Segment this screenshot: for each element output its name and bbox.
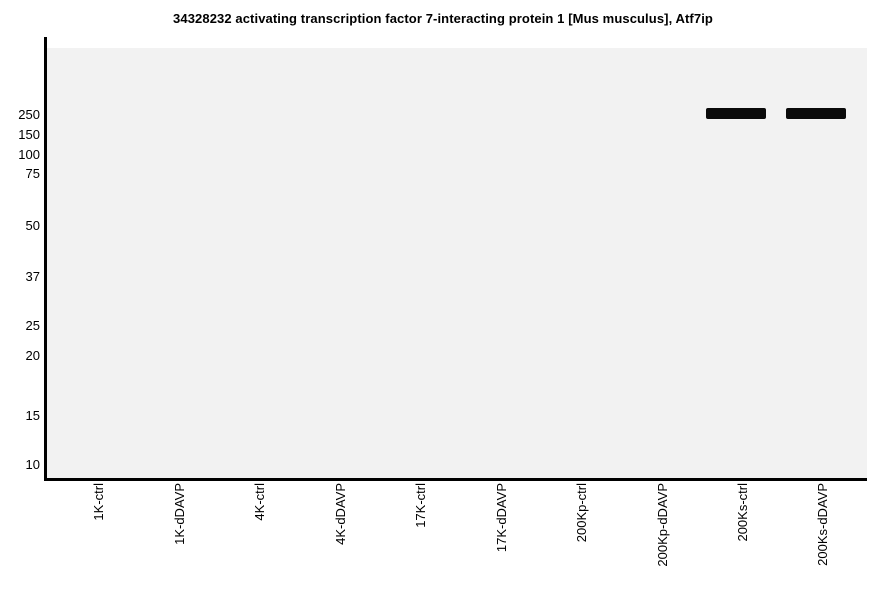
y-tick-label-250: 250 [18, 107, 40, 122]
x-tick-label-4K-ctrl: 4K-ctrl [251, 483, 267, 521]
y-tick-label-37: 37 [25, 269, 40, 284]
x-tick-label-1K-dDAVP: 1K-dDAVP [171, 483, 187, 545]
y-tick-label-100: 100 [18, 147, 40, 162]
x-axis-line [44, 478, 867, 481]
x-tick-label-17K-ctrl: 17K-ctrl [412, 483, 428, 528]
x-tick-label-17K-dDAVP: 17K-dDAVP [493, 483, 509, 553]
y-tick-label-50: 50 [25, 218, 40, 233]
band-200Ks-ctrl [706, 108, 766, 119]
y-tick-label-15: 15 [25, 408, 40, 423]
y-tick-label-75: 75 [25, 166, 40, 181]
y-tick-label-10: 10 [25, 457, 40, 472]
figure-title: 34328232 activating transcription factor… [173, 11, 713, 26]
y-axis-line [44, 37, 47, 481]
band-200Ks-dDAVP [786, 108, 846, 119]
x-tick-label-200Ks-ctrl: 200Ks-ctrl [734, 483, 750, 542]
y-tick-label-25: 25 [25, 318, 40, 333]
x-tick-label-200Kp-dDAVP: 200Kp-dDAVP [654, 483, 670, 567]
x-tick-label-4K-dDAVP: 4K-dDAVP [332, 483, 348, 545]
x-tick-label-1K-ctrl: 1K-ctrl [90, 483, 106, 521]
x-tick-label-200Kp-ctrl: 200Kp-ctrl [573, 483, 589, 543]
x-tick-label-200Ks-dDAVP: 200Ks-dDAVP [814, 483, 830, 566]
plot-area [47, 48, 867, 478]
y-tick-label-20: 20 [25, 348, 40, 363]
y-tick-label-150: 150 [18, 127, 40, 142]
